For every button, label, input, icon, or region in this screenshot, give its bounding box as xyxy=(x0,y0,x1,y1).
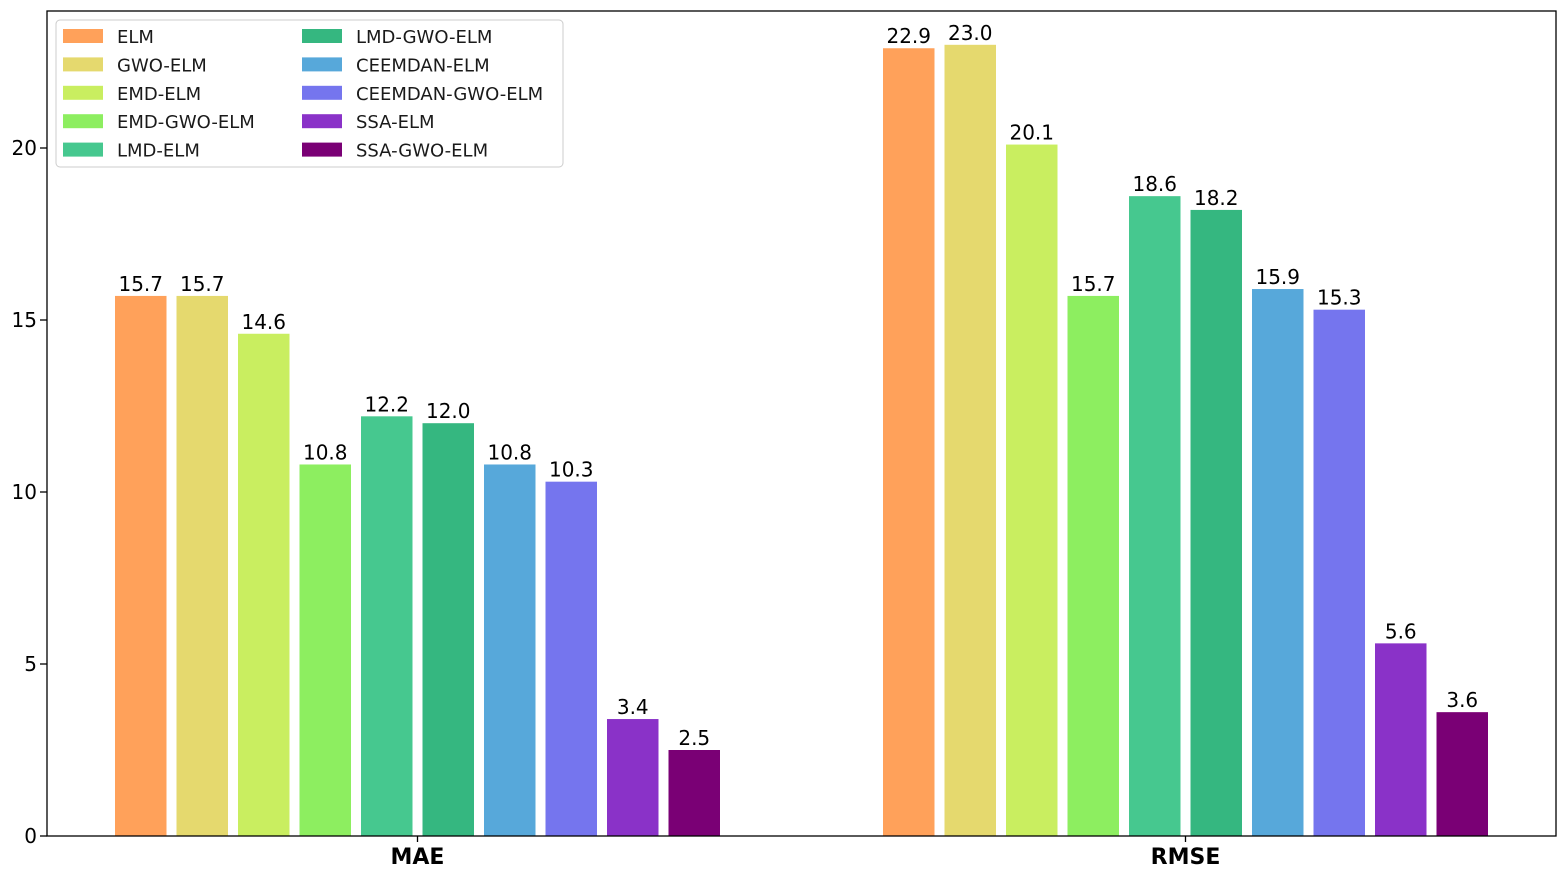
bar-mae-emd-elm xyxy=(238,333,290,836)
data-label-mae-emd-gwo-elm: 10.8 xyxy=(303,440,348,464)
legend-swatch-ssa-gwo-elm xyxy=(302,142,342,157)
bar-mae-gwo-elm xyxy=(176,295,228,836)
bar-mae-emd-gwo-elm xyxy=(299,464,351,836)
legend-swatch-ceemdan-elm xyxy=(302,57,342,72)
value-labels-group: 15.7 15.7 14.6 10.8 12.2 12.0 10.8 10.3 3.4 2.5 22… xyxy=(118,21,1478,750)
legend: ELM GWO-ELM EMD-ELM EMD-GWO-ELM LMD-ELM LMD-G… xyxy=(55,19,564,168)
data-label-mae-emd-elm: 14.6 xyxy=(241,310,286,334)
data-label-mae-ceemdan-gwo-elm: 10.3 xyxy=(549,458,594,482)
y-tick-label: 20 xyxy=(12,136,37,160)
bar-rmse-ssa-elm xyxy=(1375,643,1427,836)
bars-group xyxy=(115,44,1488,837)
data-label-mae-lmd-elm: 12.2 xyxy=(364,392,409,416)
data-label-rmse-emd-elm: 20.1 xyxy=(1009,121,1054,145)
data-label-rmse-ceemdan-gwo-elm: 15.3 xyxy=(1317,286,1362,310)
legend-label-lmd-elm: LMD-ELM xyxy=(117,141,200,162)
legend-label-ssa-gwo-elm: SSA-GWO-ELM xyxy=(356,141,488,162)
bar-rmse-ceemdan-elm xyxy=(1252,289,1304,836)
legend-label-ceemdan-gwo-elm: CEEMDAN-GWO-ELM xyxy=(356,84,543,105)
bar-mae-ssa-gwo-elm xyxy=(668,750,720,836)
data-label-rmse-gwo-elm: 23.0 xyxy=(948,21,993,45)
bar-rmse-gwo-elm xyxy=(944,44,996,837)
data-label-rmse-ceemdan-elm: 15.9 xyxy=(1255,265,1300,289)
bar-rmse-ssa-gwo-elm xyxy=(1436,712,1488,836)
y-tick-label: 15 xyxy=(12,308,37,332)
bar-mae-ceemdan-gwo-elm xyxy=(545,481,597,836)
x-tick-label-rmse: RMSE xyxy=(1151,845,1221,870)
bar-mae-ceemdan-elm xyxy=(484,464,536,836)
legend-swatch-emd-elm xyxy=(63,85,103,100)
y-tick-label: 0 xyxy=(24,824,37,848)
plot-frame xyxy=(46,10,1557,837)
legend-swatch-lmd-gwo-elm xyxy=(302,29,342,43)
bar-rmse-lmd-gwo-elm xyxy=(1190,209,1242,837)
data-label-rmse-ssa-elm: 5.6 xyxy=(1385,619,1417,643)
legend-label-emd-gwo-elm: EMD-GWO-ELM xyxy=(117,112,255,133)
data-label-mae-ssa-elm: 3.4 xyxy=(617,695,649,719)
data-label-rmse-ssa-gwo-elm: 3.6 xyxy=(1446,688,1478,712)
bar-rmse-ceemdan-gwo-elm xyxy=(1313,309,1365,836)
legend-label-emd-elm: EMD-ELM xyxy=(117,84,201,105)
legend-label-gwo-elm: GWO-ELM xyxy=(117,55,207,76)
y-tick-label: 5 xyxy=(24,652,37,676)
legend-swatch-lmd-elm xyxy=(63,142,103,157)
bar-mae-lmd-gwo-elm xyxy=(422,423,474,836)
data-label-rmse-lmd-elm: 18.6 xyxy=(1132,172,1177,196)
data-label-mae-ssa-gwo-elm: 2.5 xyxy=(678,726,710,750)
legend-swatch-ceemdan-gwo-elm xyxy=(302,85,342,100)
y-axis: 0 5 10 15 20 xyxy=(12,136,47,848)
data-label-mae-elm: 15.7 xyxy=(118,272,163,296)
legend-swatch-ssa-elm xyxy=(302,114,342,129)
bar-mae-elm xyxy=(115,295,167,836)
bar-rmse-elm xyxy=(883,48,935,837)
data-label-rmse-emd-gwo-elm: 15.7 xyxy=(1071,272,1116,296)
data-label-rmse-elm: 22.9 xyxy=(886,24,931,48)
bar-mae-lmd-elm xyxy=(361,416,413,836)
x-tick-label-mae: MAE xyxy=(391,845,445,870)
data-label-mae-ceemdan-elm: 10.8 xyxy=(487,440,532,464)
legend-label-ssa-elm: SSA-ELM xyxy=(356,112,435,133)
data-label-rmse-lmd-gwo-elm: 18.2 xyxy=(1194,186,1239,210)
legend-swatch-gwo-elm xyxy=(63,57,103,72)
y-tick-label: 10 xyxy=(12,480,37,504)
bar-rmse-emd-elm xyxy=(1006,144,1058,836)
bar-rmse-emd-gwo-elm xyxy=(1067,295,1119,836)
x-axis: MAE RMSE xyxy=(391,836,1221,870)
data-label-mae-gwo-elm: 15.7 xyxy=(180,272,225,296)
legend-label-lmd-gwo-elm: LMD-GWO-ELM xyxy=(356,27,492,48)
legend-swatch-elm xyxy=(63,29,103,43)
bar-mae-ssa-elm xyxy=(607,719,659,836)
legend-label-elm: ELM xyxy=(117,27,154,48)
data-label-mae-lmd-gwo-elm: 12.0 xyxy=(426,399,471,423)
legend-label-ceemdan-elm: CEEMDAN-ELM xyxy=(356,55,490,76)
legend-swatch-emd-gwo-elm xyxy=(63,114,103,129)
bar-rmse-lmd-elm xyxy=(1129,196,1181,836)
